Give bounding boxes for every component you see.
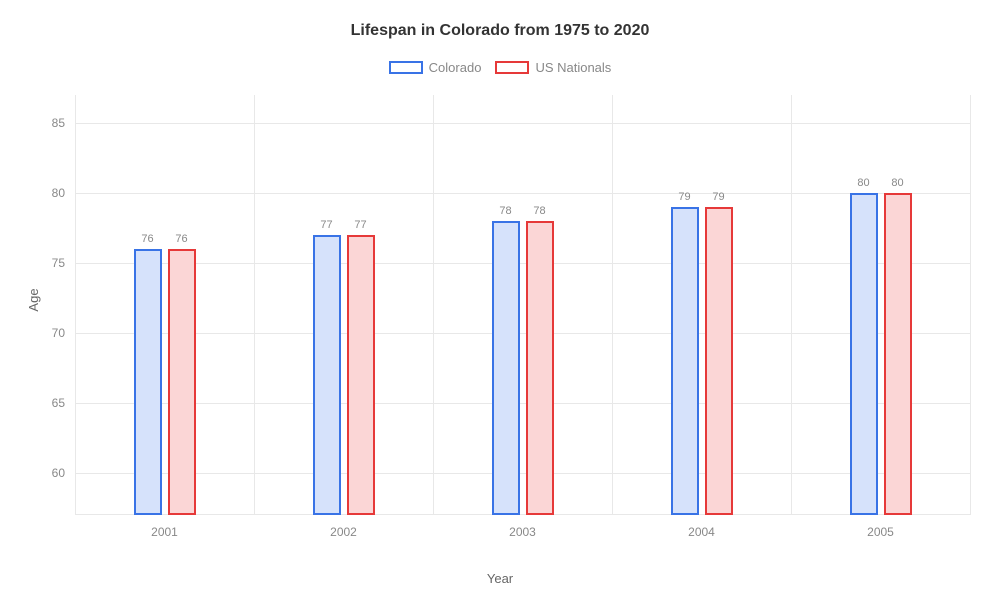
legend: Colorado US Nationals <box>0 60 1000 75</box>
y-tick-label: 85 <box>52 116 75 130</box>
legend-item-colorado: Colorado <box>389 60 482 75</box>
plot-area: 6065707580852001767620027777200378782004… <box>75 95 970 515</box>
gridline-h <box>75 193 970 194</box>
bar <box>850 193 878 515</box>
gridline-h <box>75 473 970 474</box>
gridline-h <box>75 123 970 124</box>
gridline-h <box>75 263 970 264</box>
y-tick-label: 60 <box>52 466 75 480</box>
gridline-h <box>75 333 970 334</box>
bar-value-label: 80 <box>857 177 869 193</box>
bar-value-label: 77 <box>320 219 332 235</box>
bar <box>526 221 554 515</box>
bar-value-label: 76 <box>175 233 187 249</box>
bar-value-label: 78 <box>533 205 545 221</box>
chart-title: Lifespan in Colorado from 1975 to 2020 <box>0 0 1000 40</box>
gridline-v <box>75 95 76 515</box>
bar-value-label: 76 <box>141 233 153 249</box>
y-tick-label: 70 <box>52 326 75 340</box>
bar <box>134 249 162 515</box>
legend-swatch-colorado <box>389 61 423 74</box>
bar-value-label: 79 <box>678 191 690 207</box>
bar-value-label: 78 <box>499 205 511 221</box>
bar <box>705 207 733 515</box>
bar-value-label: 80 <box>891 177 903 193</box>
bar <box>492 221 520 515</box>
x-tick-label: 2003 <box>509 515 536 539</box>
gridline-v <box>433 95 434 515</box>
bar-value-label: 79 <box>712 191 724 207</box>
gridline-v <box>970 95 971 515</box>
legend-label-us: US Nationals <box>535 60 611 75</box>
x-tick-label: 2005 <box>867 515 894 539</box>
gridline-v <box>254 95 255 515</box>
bar <box>168 249 196 515</box>
y-tick-label: 75 <box>52 256 75 270</box>
legend-label-colorado: Colorado <box>429 60 482 75</box>
gridline-h <box>75 403 970 404</box>
chart-container: Lifespan in Colorado from 1975 to 2020 C… <box>0 0 1000 600</box>
bar <box>313 235 341 515</box>
gridline-v <box>791 95 792 515</box>
bar <box>884 193 912 515</box>
gridline-v <box>612 95 613 515</box>
bar <box>671 207 699 515</box>
y-axis-title: Age <box>26 288 41 311</box>
legend-item-us: US Nationals <box>495 60 611 75</box>
bar <box>347 235 375 515</box>
x-tick-label: 2004 <box>688 515 715 539</box>
x-tick-label: 2002 <box>330 515 357 539</box>
legend-swatch-us <box>495 61 529 74</box>
x-tick-label: 2001 <box>151 515 178 539</box>
y-tick-label: 80 <box>52 186 75 200</box>
y-tick-label: 65 <box>52 396 75 410</box>
bar-value-label: 77 <box>354 219 366 235</box>
x-axis-title: Year <box>487 571 513 586</box>
